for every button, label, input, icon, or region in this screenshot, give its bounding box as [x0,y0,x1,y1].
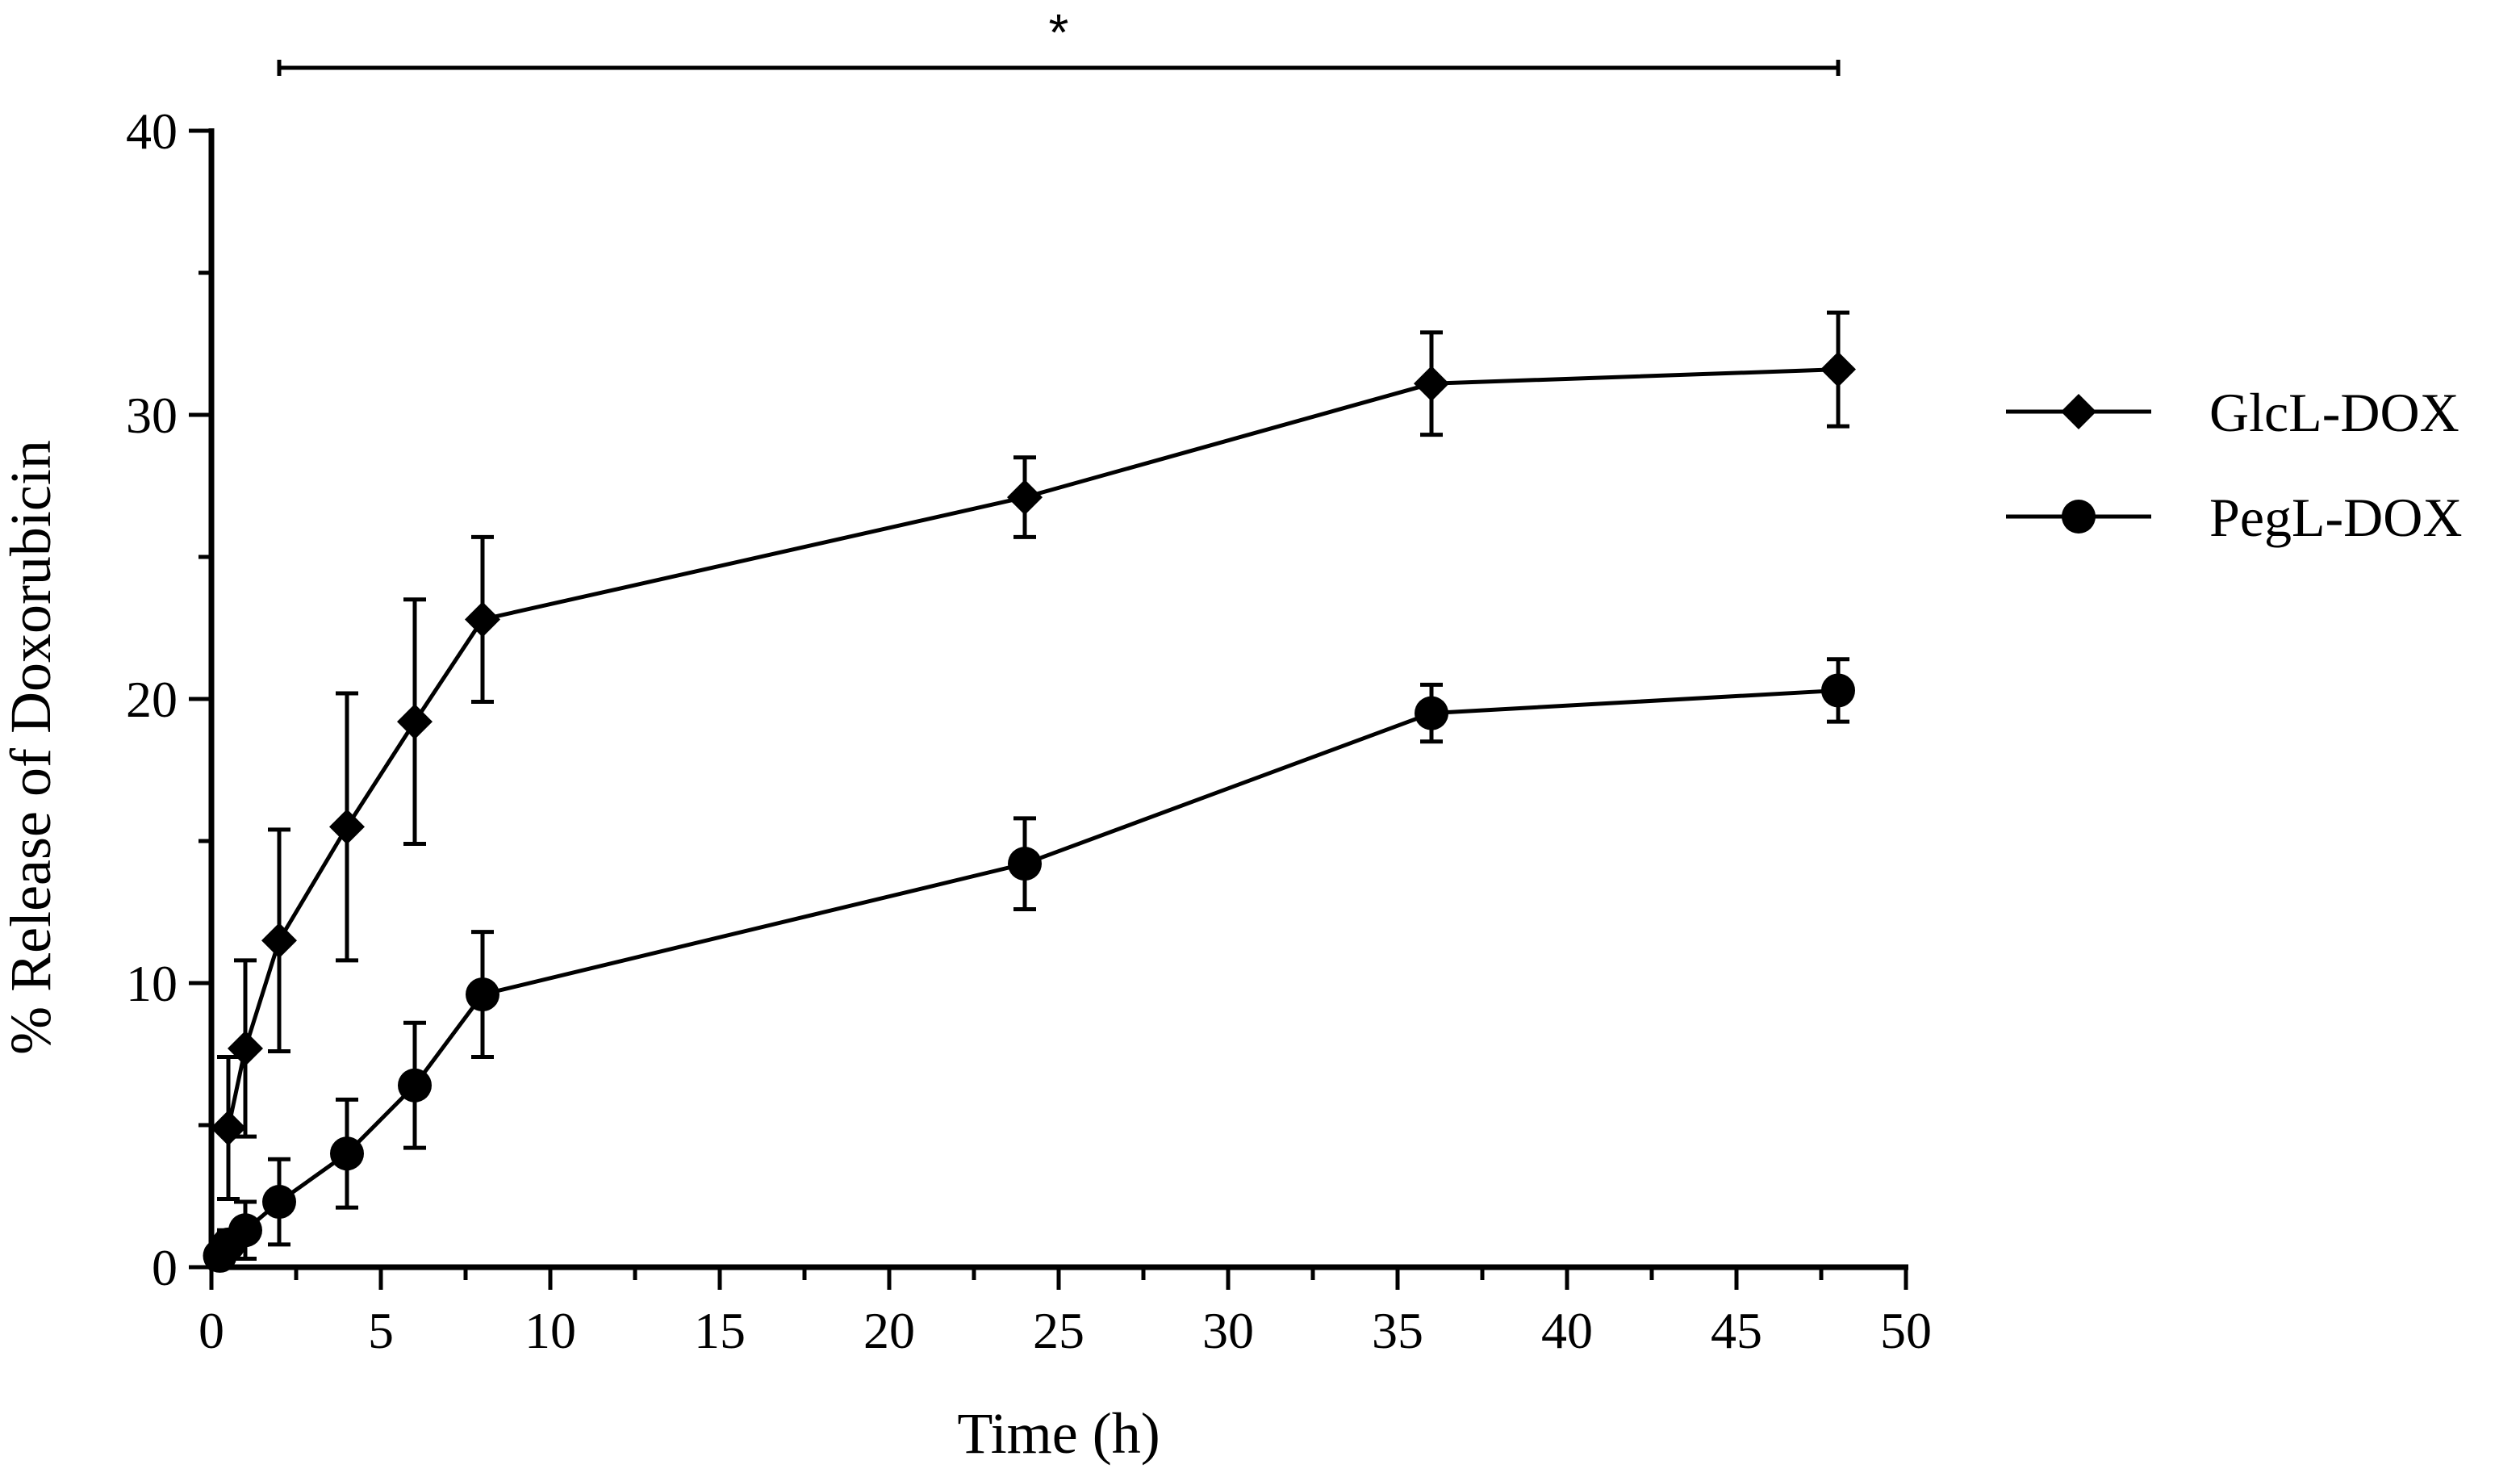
x-tick-label: 20 [863,1302,915,1359]
y-tick-label: 30 [126,387,178,444]
data-point-circle [330,1136,364,1171]
data-point-circle [398,1068,432,1103]
series-layer [203,310,1856,1273]
x-tick-label: 10 [524,1302,576,1359]
legend-marker-circle [2062,500,2096,534]
data-point-circle [228,1213,262,1248]
legend-label-glcl-dox: GlcL-DOX [2209,382,2459,443]
x-tick-label: 45 [1711,1302,1762,1359]
y-tick-label: 10 [126,955,178,1012]
x-tick-label: 30 [1202,1302,1254,1359]
y-ticks: 0 10 20 30 40 [126,103,211,1296]
data-point-diamond [465,601,500,638]
data-point-circle [262,1185,296,1220]
x-tick-label: 25 [1033,1302,1084,1359]
data-point-diamond [329,809,365,845]
data-point-circle [1008,847,1042,881]
significance-label: * [1049,3,1069,61]
data-point-diamond [1820,351,1856,387]
data-point-diamond [211,1110,246,1146]
series-pegl-dox [203,657,1855,1273]
data-point-diamond [261,923,297,959]
data-point-diamond [1414,366,1449,402]
x-axis-title: Time (h) [957,1401,1160,1466]
x-tick-label: 40 [1541,1302,1593,1359]
data-point-diamond [397,704,433,740]
y-tick-label: 20 [126,671,178,728]
data-point-diamond [1007,479,1043,516]
legend: GlcL-DOX PegL-DOX [2006,382,2463,548]
legend-item-pegl-dox: PegL-DOX [2006,487,2463,548]
significance-bracket: * [277,3,1841,76]
legend-item-glcl-dox: GlcL-DOX [2006,382,2459,443]
x-ticks: 0 5 10 15 20 25 30 35 40 45 50 [199,1267,1932,1359]
series-line [218,688,1839,1257]
data-point-diamond [228,1030,263,1066]
x-tick-label: 0 [199,1302,224,1359]
series-glcl-dox [211,310,1856,1202]
y-axis-title: % Release of Doxorubicin [0,440,63,1055]
x-tick-label: 15 [694,1302,746,1359]
data-point-circle [1415,696,1448,730]
x-tick-label: 50 [1880,1302,1932,1359]
x-tick-label: 5 [368,1302,394,1359]
y-tick-label: 40 [126,103,178,160]
data-point-circle [1821,673,1855,708]
legend-marker-diamond [2061,394,2096,429]
legend-label-pegl-dox: PegL-DOX [2209,487,2463,548]
y-tick-label: 0 [152,1239,178,1296]
data-point-circle [466,977,499,1012]
x-tick-label: 35 [1372,1302,1423,1359]
